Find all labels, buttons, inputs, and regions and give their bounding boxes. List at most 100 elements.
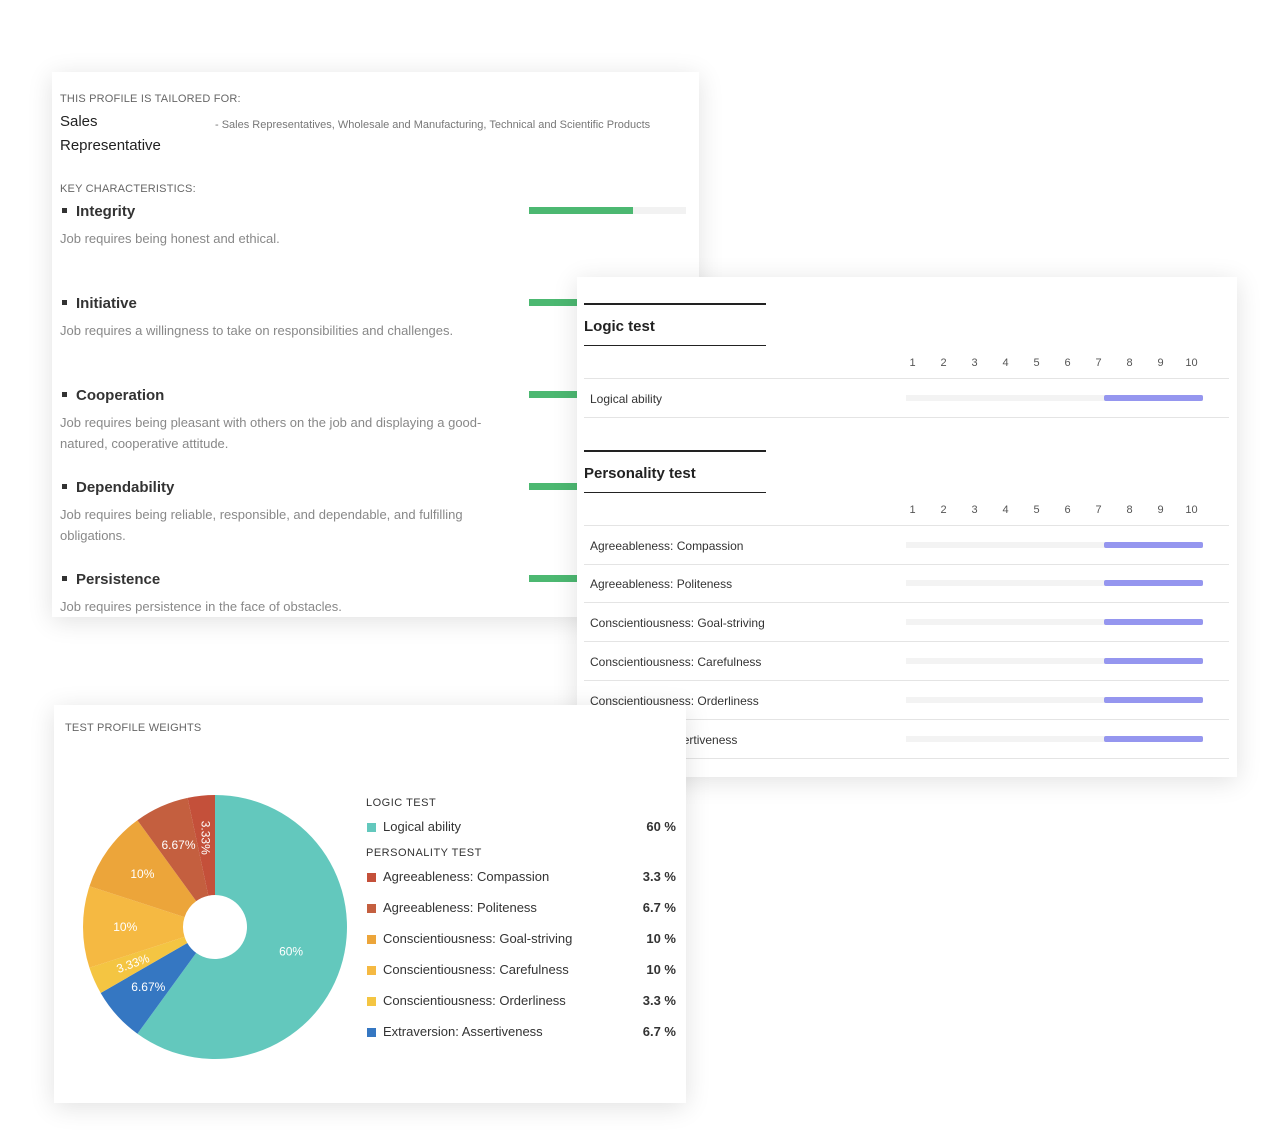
range-fill [1104,619,1203,625]
legend-percent: 3.3 % [642,993,676,1008]
pie-slice [137,795,347,1059]
characteristic-description: Job requires persistence in the face of … [60,599,342,614]
range-track [906,395,1203,401]
range-fill [1104,580,1203,586]
range-fill [1104,736,1203,742]
pie-slice-label: 6.67% [161,838,195,852]
range-fill [1104,697,1203,703]
legend-item: Logical ability 60 % [366,819,676,847]
scale-tick: 7 [1095,357,1102,369]
legend-swatch [367,1028,376,1037]
legend-item: Conscientiousness: Orderliness 3.3 % [366,993,676,1024]
legend-name: Agreeableness: Politeness [383,900,537,915]
range-track [906,542,1203,548]
trait-label: Agreeableness: Politeness [590,577,733,591]
legend-item: Conscientiousness: Goal-striving 10 % [366,931,676,962]
legend-name: Conscientiousness: Goal-striving [383,931,573,946]
range-track [906,619,1203,625]
characteristic-description: Job requires being reliable, responsible… [60,507,463,543]
weights-card: Test profile weights 60% 6.67% 3.33% 10% 10%… [54,705,686,1103]
legend-item: Conscientiousness: Carefulness 10 % [366,962,676,993]
scale-tick: 6 [1064,504,1071,516]
characteristic-name: Dependability [60,479,690,496]
test-row: Agreeableness: Compassion [584,525,1229,565]
legend-name: Logical ability [383,819,462,834]
legend-percent: 6.7 % [642,1024,676,1039]
range-fill [1104,658,1203,664]
pie-slice-label: 10% [113,920,137,934]
pie-slice-label: 10% [130,867,154,881]
scale-tick: 9 [1157,357,1164,369]
range-fill [1104,542,1203,548]
characteristic-level-bar [529,207,686,214]
legend-name: Conscientiousness: Orderliness [383,993,566,1008]
pie-slice [89,936,188,993]
characteristic-name: Initiative [60,295,690,312]
pie-slice [137,797,209,902]
scale-tick: 4 [1002,504,1009,516]
legend: Logic test Logical ability 60 % Personality… [366,797,676,1055]
characteristic-name: Integrity [60,203,690,220]
pie-slice [187,795,215,896]
characteristic-description: Job requires being pleasant with others … [60,415,482,451]
key-caption: Key characteristics: [60,183,196,195]
characteristic-name: Cooperation [60,387,690,404]
trait-label: Conscientiousness: Goal-striving [590,616,765,630]
weights-donut-chart: 60%6.67%3.33%10%10%6.67% 3.33% [83,795,347,1059]
legend-name: Conscientiousness: Carefulness [383,962,569,977]
role-title: Sales Representative [60,113,161,154]
range-fill [1104,395,1203,401]
range-track [906,736,1203,742]
legend-swatch [367,935,376,944]
test-row: Conscientiousness: Orderliness [584,681,1229,720]
scale-tick: 9 [1157,504,1164,516]
legend-swatch [367,997,376,1006]
scale-tick: 3 [971,504,978,516]
legend-swatch [367,966,376,975]
scale-tick: 2 [940,357,947,369]
legend-swatch [367,904,376,913]
scale-tick: 10 [1185,357,1198,369]
legend-name: Agreeableness: Compassion [383,869,550,884]
range-track [906,658,1203,664]
legend-swatch [367,823,376,832]
tailored-caption: This profile is tailored for: [60,93,241,105]
weights-caption: Test profile weights [65,722,202,734]
scale-tick: 10 [1185,504,1198,516]
characteristic-description: Job requires a willingness to take on re… [60,323,454,338]
test-row: Conscientiousness: Goal-striving [584,603,1229,642]
test-ranges-card: Logic test 1 2 3 4 5 6 7 8 9 10 Logical ability P… [577,277,1237,777]
personality-test-title: Personality test [584,450,766,493]
level-fill [529,207,633,214]
test-row: Conscientiousness: Carefulness [584,642,1229,681]
characteristic-item: Integrity Job requires being honest and … [60,203,690,249]
scale-tick: 6 [1064,357,1071,369]
trait-label: Logical ability [590,392,663,406]
range-track [906,697,1203,703]
test-row: Logical ability [584,378,1229,418]
legend-item: Agreeableness: Compassion 3.3 % [366,869,676,900]
legend-percent: 3.3 % [642,869,676,884]
legend-percent: 10 % [646,931,676,946]
test-row: Agreeableness: Politeness [584,564,1229,603]
scale-logic: 1 2 3 4 5 6 7 8 9 10 [897,357,1207,369]
role-description: - Sales Representatives, Wholesale and M… [215,119,651,131]
scale-tick: 5 [1033,504,1040,516]
scale-personality: 1 2 3 4 5 6 7 8 9 10 [897,504,1207,516]
pie-slice [83,886,185,968]
characteristic-description: Job requires being honest and ethical. [60,231,280,246]
scale-tick: 2 [940,504,947,516]
characteristic-name: Persistence [60,571,690,588]
trait-label: Agreeableness: Compassion [590,539,744,553]
scale-tick: 8 [1126,504,1133,516]
legend-item: Extraversion: Assertiveness 6.7 % [366,1024,676,1055]
legend-name: Extraversion: Assertiveness [383,1024,543,1039]
scale-tick: 1 [909,504,916,516]
legend-percent: 6.7 % [642,900,676,915]
legend-group-title: Personality test [366,847,482,859]
pie-slice-label: 60% [279,945,303,959]
trait-label: Conscientiousness: Carefulness [590,655,762,669]
legend-item: Agreeableness: Politeness 6.7 % [366,900,676,931]
scale-tick: 8 [1126,357,1133,369]
scale-tick: 1 [909,357,916,369]
